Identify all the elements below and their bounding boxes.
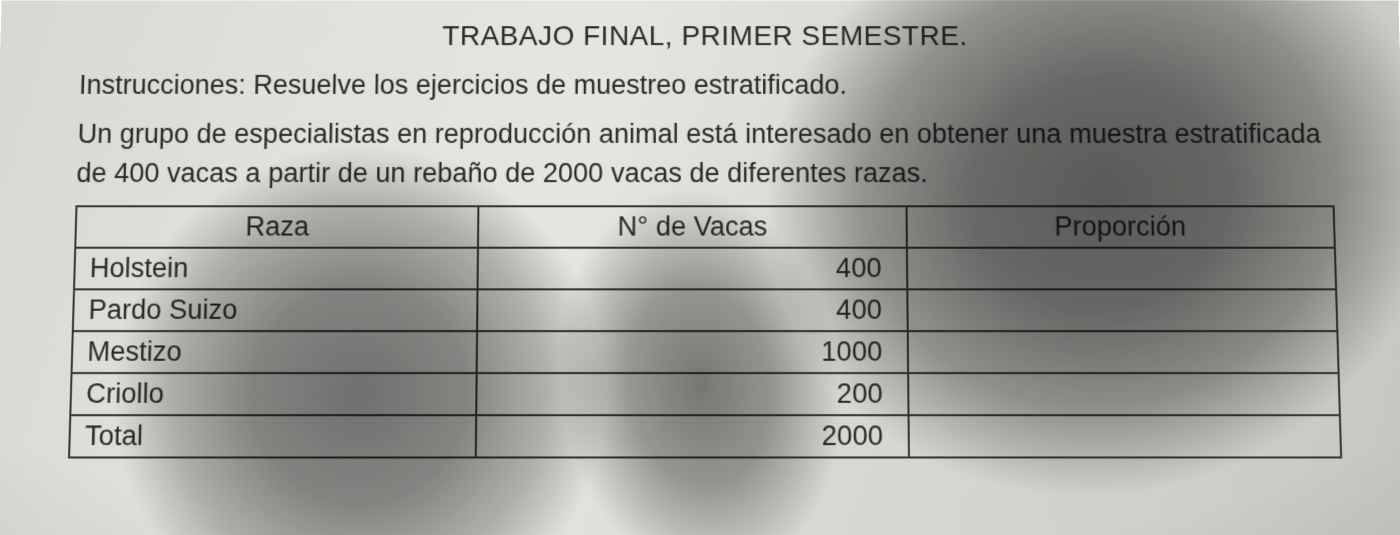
instructions-line: Instrucciones: Resuelve los ejercicios d…: [79, 70, 1332, 101]
col-header-n-vacas: N° de Vacas: [478, 207, 906, 248]
table-row-total: Total 2000: [69, 415, 1341, 457]
cell-prop: [908, 373, 1340, 415]
cell-raza: Holstein: [74, 248, 478, 290]
cell-n: 2000: [476, 415, 909, 457]
cell-prop: [907, 331, 1338, 373]
cell-prop: [908, 415, 1341, 457]
problem-statement: Un grupo de especialistas en reproducció…: [76, 115, 1334, 194]
page-title: TRABAJO FINAL, PRIMER SEMESTRE.: [80, 20, 1330, 52]
col-header-proporcion: Proporción: [906, 207, 1335, 248]
table-row: Mestizo 1000: [72, 331, 1339, 373]
cell-prop: [907, 248, 1337, 290]
col-header-raza: Raza: [75, 207, 479, 248]
cell-n: 400: [477, 290, 907, 332]
cell-raza: Criollo: [70, 373, 477, 415]
cell-prop: [907, 290, 1337, 332]
cell-n: 1000: [477, 331, 908, 373]
table-header-row: Raza N° de Vacas Proporción: [75, 207, 1335, 248]
cell-raza: Total: [69, 415, 477, 457]
table-row: Pardo Suizo 400: [73, 290, 1338, 332]
cell-n: 200: [477, 373, 909, 415]
document-page: TRABAJO FINAL, PRIMER SEMESTRE. Instrucc…: [0, 0, 1400, 535]
table-row: Holstein 400: [74, 248, 1336, 290]
table-row: Criollo 200: [70, 373, 1340, 415]
cell-raza: Mestizo: [72, 331, 478, 373]
cell-raza: Pardo Suizo: [73, 290, 478, 332]
cell-n: 400: [478, 248, 907, 290]
data-table: Raza N° de Vacas Proporción Holstein 400…: [68, 206, 1342, 459]
